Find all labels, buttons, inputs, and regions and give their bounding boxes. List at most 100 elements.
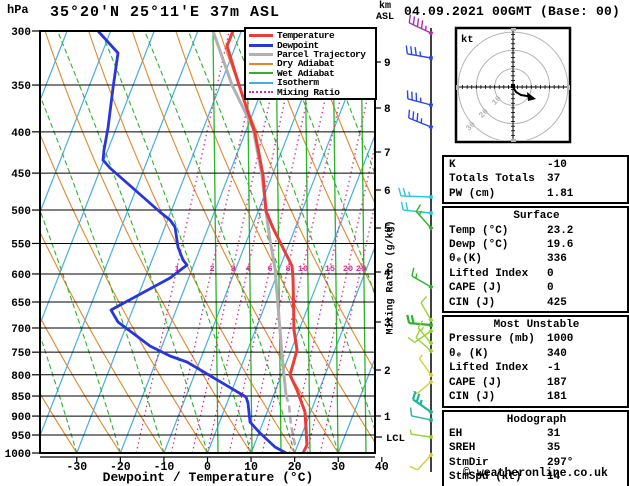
- mixing-ratio-label: 6: [267, 264, 272, 274]
- green-vertical-lines: [212, 31, 367, 453]
- panel-row-label: Lifted Index: [449, 362, 529, 375]
- panel-row: StmSpd (kt) 14: [449, 470, 624, 484]
- legend-item: Parcel Trajectory: [249, 49, 375, 60]
- panel-row-value: 340: [547, 347, 567, 360]
- panel-row: Lifted Index 0: [449, 267, 624, 281]
- altitude-tick-label: 4: [384, 268, 391, 280]
- panel-section-header: Surface: [513, 210, 560, 223]
- panel-section: Most Unstable Pressure (mb) 1000 θₑ (K) 340 L…: [442, 315, 629, 408]
- mixing-ratio-label: 2: [209, 264, 214, 274]
- legend: Temperature Dewpoint Parcel Trajectory Dry …: [244, 27, 377, 100]
- temperature-axis: -30 -20 -10 0 10 20 30 40: [66, 457, 389, 474]
- pressure-tick-label: 400: [11, 128, 31, 140]
- legend-item: Dewpoint: [249, 39, 375, 51]
- panel-row: PW (cm) 1.81: [449, 187, 624, 201]
- altitude-tick-label: 5: [384, 224, 391, 236]
- legend-line-sample: [249, 72, 273, 75]
- panel-row-value: 0: [547, 282, 554, 295]
- pressure-gridlines: [40, 84, 375, 436]
- parcel-trajectory-trace-dashed: [284, 394, 298, 451]
- legend-line-sample: [249, 81, 273, 84]
- panel-row-value: 1.81: [547, 187, 574, 200]
- legend-item: Mixing Ratio: [249, 87, 375, 98]
- temperature-tick-label: 10: [244, 461, 258, 474]
- pressure-tick-label: 900: [11, 412, 31, 424]
- legend-label: Temperature: [277, 30, 335, 42]
- panel-section: Surface Temp (°C) 23.2 Dewp (°C) 19.6 θₑ(K) 33…: [442, 206, 629, 314]
- pressure-tick-label: 950: [11, 431, 31, 443]
- pressure-tick-label: 850: [11, 392, 31, 404]
- altitude-tick-label: 1: [384, 412, 391, 424]
- panel-row: Dewp (°C) 19.6: [449, 238, 624, 252]
- temperature-tick-label: -30: [66, 461, 87, 474]
- pressure-tick-label: 1000: [5, 449, 31, 461]
- legend-line-sample: [249, 62, 273, 65]
- altitude-tick-label: 2: [384, 366, 391, 378]
- panel-row-label: EH: [449, 427, 463, 440]
- wind-barb: [406, 90, 434, 108]
- panel-row: CAPE (J) 187: [449, 376, 624, 390]
- plot-border: [39, 30, 376, 454]
- panel-row: Totals Totals 37: [449, 172, 624, 186]
- wind-barb: [407, 328, 434, 344]
- pressure-tick-label: 300: [11, 27, 31, 39]
- pressure-tick-label: 750: [11, 348, 31, 360]
- panel-row-value: 19.6: [547, 239, 574, 252]
- altitude-tick-label: 6: [384, 186, 391, 198]
- panel-row-label: StmSpd (kt): [449, 471, 522, 484]
- panel-row-value: 35: [547, 442, 561, 455]
- panel-row-value: -10: [547, 159, 567, 171]
- panel-row-value: 1000: [547, 333, 574, 346]
- altitude-tick-label: 9: [384, 58, 391, 70]
- panel-row-value: 0: [547, 267, 554, 280]
- panel-row-label: SREH: [449, 442, 476, 455]
- panel-row: EH 31: [449, 427, 624, 441]
- legend-label: Wet Adiabat: [277, 67, 335, 79]
- mixing-ratio-label: 15: [325, 264, 335, 274]
- panel-row: CIN (J) 181: [449, 390, 624, 404]
- panel-row-value: 181: [547, 391, 567, 404]
- pressure-tick-label: 800: [11, 371, 31, 383]
- temperature-tick-label: 20: [288, 461, 302, 474]
- temperature-tick-label: -10: [154, 461, 175, 474]
- panel-row-label: CAPE (J): [449, 282, 502, 295]
- altitude-unit-asl: ASL: [375, 12, 394, 23]
- copyright: © weatheronline.co.uk: [463, 467, 608, 480]
- panel-row-label: Pressure (mb): [449, 333, 535, 346]
- legend-label: Isotherm: [277, 77, 319, 89]
- panel-row-label: Temp (°C): [449, 224, 509, 237]
- pressure-tick-label: 450: [11, 169, 31, 181]
- panel-row-label: θₑ(K): [449, 253, 483, 266]
- mixing-ratio-labels: 1 2 3 4 6 8 10 15 20 25: [174, 264, 366, 274]
- panel-row-value: 297°: [547, 456, 574, 469]
- wind-barbs: [398, 14, 434, 471]
- mixing-ratio-label: 8: [285, 264, 290, 274]
- panel-row: θₑ(K) 336: [449, 252, 624, 266]
- pressure-axis-unit: hPa: [7, 3, 29, 17]
- pressure-axis: 300 350 400 450 500 550 600 650 700 750 800 850 900 9…: [5, 27, 40, 461]
- mixing-ratio-axis-label: Mixing Ratio (g/kg): [385, 220, 397, 335]
- legend-label: Dewpoint: [277, 39, 319, 51]
- panel-row-value: 336: [547, 253, 567, 266]
- temperature-tick-label: 40: [375, 461, 389, 474]
- wind-barb: [409, 452, 434, 471]
- panel-row: Lifted Index -1: [449, 361, 624, 375]
- page-title: 35°20'N 25°11'E 37m ASL: [50, 4, 281, 21]
- panel-row: CIN (J) 425: [449, 296, 624, 310]
- wind-barb: [408, 14, 434, 36]
- panel-section-header: Most Unstable: [493, 319, 580, 332]
- panel-row-value: 425: [547, 296, 567, 309]
- legend-label: Dry Adiabat: [277, 58, 335, 70]
- legend-line-sample: [249, 34, 273, 38]
- panel-row-value: 31: [547, 427, 561, 440]
- dewpoint-trace: [96, 31, 287, 453]
- legend-item: Dry Adiabat: [249, 58, 375, 70]
- pressure-tick-label: 500: [11, 206, 31, 218]
- wind-barb: [405, 45, 434, 61]
- panel-row-label: PW (cm): [449, 187, 496, 200]
- panel-row-label: Dewp (°C): [449, 239, 509, 252]
- legend-line-sample: [249, 52, 273, 56]
- indices-panel: K -10 Totals Totals 37 PW (cm) 1.81 Surface Tem…: [442, 155, 629, 486]
- mixing-ratio-label: 20: [343, 264, 353, 274]
